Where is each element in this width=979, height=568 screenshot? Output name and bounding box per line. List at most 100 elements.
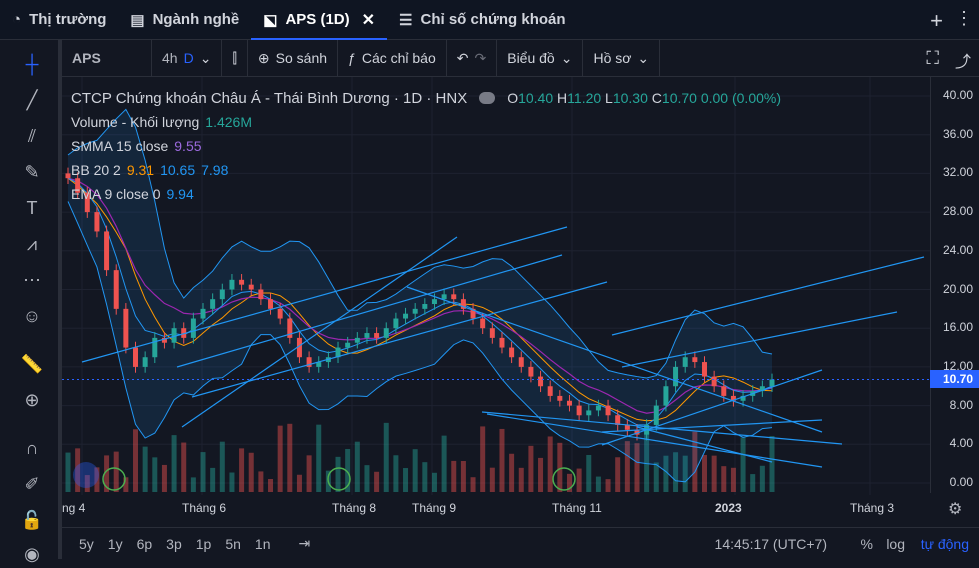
bb-upper-value: 10.65	[160, 162, 196, 178]
emoji-icon[interactable]: ☺	[22, 305, 42, 326]
dividend-marker	[102, 467, 126, 491]
candle-body	[190, 318, 196, 338]
log-toggle[interactable]: log	[886, 536, 905, 552]
price-axis[interactable]: 40.00 36.00 32.00 28.00 24.00 20.00 16.00 12.00…	[930, 77, 979, 493]
candle-body	[123, 308, 129, 348]
price-tick-label: 0.00	[949, 475, 973, 489]
candle-type-button[interactable]: ⫿	[222, 39, 248, 77]
range-5y[interactable]: 5y	[79, 535, 94, 552]
fib-icon[interactable]: ⫽	[27, 125, 37, 146]
settings-icon[interactable]: ⚙	[948, 501, 963, 518]
volume-bar	[682, 455, 688, 492]
volume-bar	[489, 467, 495, 492]
candle-body	[354, 337, 360, 343]
volume-bar	[354, 441, 360, 492]
trend-line	[481, 411, 843, 445]
volume-bar	[586, 454, 592, 492]
volume-bar	[460, 460, 466, 492]
trend-line-icon[interactable]: ╱	[26, 89, 38, 110]
volume-value: 1.426M	[205, 114, 252, 130]
symbol-search[interactable]: APS	[62, 39, 152, 77]
candle-body	[181, 328, 187, 338]
undo-redo[interactable]: ↶ ↷	[447, 39, 498, 77]
volume-label: Volume - Khối lượng	[71, 114, 200, 130]
volume-bar	[239, 448, 245, 492]
smma-label: SMMA 15 close	[71, 138, 169, 154]
price-tick-label: 32.00	[942, 165, 973, 180]
eye-icon[interactable]: ◉	[24, 543, 40, 564]
candle-body	[219, 289, 225, 300]
ruler-icon[interactable]: 📏	[20, 353, 44, 374]
share-icon[interactable]: ⤴	[954, 54, 971, 71]
volume-bar	[104, 455, 110, 492]
tab-indices[interactable]: ☰ Chỉ số chứng khoán	[399, 11, 566, 29]
candle-body	[470, 308, 476, 319]
candle-body	[335, 347, 341, 358]
measure-icon[interactable]: ⋯	[23, 269, 41, 290]
auto-scale-toggle[interactable]: tự động	[920, 536, 969, 552]
add-tab-icon[interactable]: +	[930, 8, 943, 33]
volume-bar	[287, 423, 293, 492]
brush-icon[interactable]: ✎	[24, 161, 40, 182]
undo-icon[interactable]: ↶	[456, 49, 469, 66]
volume-bar	[152, 457, 158, 492]
more-icon[interactable]: ⋮	[955, 8, 973, 28]
volume-bar	[711, 455, 717, 492]
volume-bar	[171, 435, 177, 492]
range-6m[interactable]: 6p	[136, 535, 153, 552]
candle-body	[258, 289, 264, 300]
dividend-marker	[552, 467, 576, 491]
candle-body	[451, 294, 457, 300]
time-axis[interactable]: ng 4 Tháng 6 Tháng 8 Tháng 9 Tháng 11 2023 Thá…	[62, 495, 930, 523]
ohlc-values: O10.40 H11.20 L10.30 C10.70 0.00 (0.00%)	[507, 90, 782, 106]
tab-market[interactable]: ◔ Thị trường	[12, 11, 107, 28]
tab-aps[interactable]: ⬕ APS (1D) ✕	[251, 0, 387, 40]
volume-bar	[190, 477, 196, 492]
lock-drawing-icon[interactable]: ✐	[24, 473, 40, 494]
pattern-icon[interactable]: ⩘	[26, 233, 38, 254]
price-chart[interactable]	[62, 77, 930, 495]
lock-icon[interactable]: 🔓	[20, 509, 44, 530]
clock-display[interactable]: 14:45:17 (UTC+7)	[714, 536, 827, 552]
compare-button[interactable]: ⊕ So sánh	[248, 39, 339, 77]
profile-menu[interactable]: Hồ sơ ⌄	[583, 39, 661, 77]
candle-body	[605, 405, 611, 416]
volume-bar	[306, 455, 312, 492]
crosshair-icon[interactable]: ┼	[25, 53, 39, 74]
interval-select[interactable]: 4h D ⌄	[152, 39, 223, 77]
candle-body	[277, 308, 283, 319]
candle-body	[673, 366, 679, 387]
magnet-icon[interactable]: ∩	[25, 437, 39, 458]
trend-line	[601, 369, 823, 446]
range-5d[interactable]: 5n	[225, 535, 241, 552]
chart-type-menu[interactable]: Biểu đồ ⌄	[497, 39, 584, 77]
hide-icon[interactable]	[479, 92, 496, 104]
go-to-date-icon[interactable]: ⇥	[298, 535, 311, 551]
percent-toggle[interactable]: %	[860, 536, 873, 552]
candle-body	[586, 410, 592, 416]
tab-industry[interactable]: ▤ Ngành nghề	[130, 11, 240, 29]
price-tick-label: 4.00	[949, 436, 973, 451]
zoom-in-icon[interactable]: ⊕	[24, 389, 40, 410]
range-1y[interactable]: 1y	[107, 535, 123, 552]
volume-bar	[296, 474, 302, 492]
volume-bar	[123, 477, 129, 492]
volume-bar	[75, 448, 81, 492]
candle-body	[489, 328, 495, 338]
time-tick-label: ng 4	[62, 501, 86, 515]
chart-toolbar: APS 4h D ⌄ ⫿ ⊕ So sánh ƒ Các chỉ báo ↶ ↷ Biểu…	[62, 39, 979, 77]
candle-body	[104, 231, 110, 271]
close-icon[interactable]: ✕	[361, 11, 376, 29]
indicators-button[interactable]: ƒ Các chỉ báo	[338, 39, 447, 77]
redo-icon[interactable]: ↷	[474, 49, 487, 66]
dividend-marker	[327, 467, 351, 491]
candle-body	[441, 294, 447, 300]
tab-bar: ◔ Thị trường ▤ Ngành nghề ⬕ APS (1D) ✕ ☰ Chỉ …	[0, 0, 979, 40]
range-3m[interactable]: 3p	[166, 535, 182, 552]
range-1d[interactable]: 1n	[254, 535, 271, 552]
candle-body	[595, 405, 601, 411]
candle-body	[287, 318, 293, 338]
text-icon[interactable]: T	[26, 197, 38, 218]
fullscreen-icon[interactable]: ⛶	[926, 48, 939, 68]
range-1m[interactable]: 1p	[195, 535, 212, 552]
